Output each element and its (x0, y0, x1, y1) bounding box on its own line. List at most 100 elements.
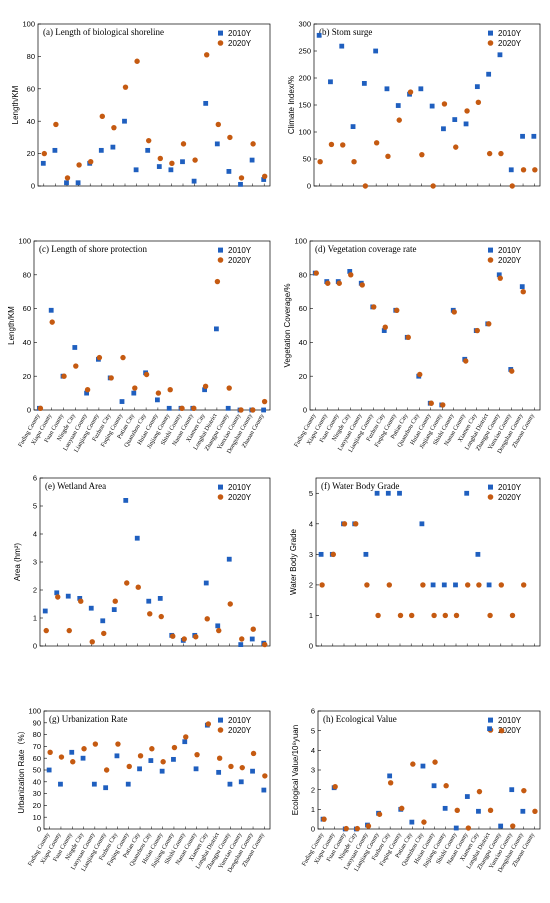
data-point-2020 (386, 582, 392, 588)
data-point-2020 (453, 144, 459, 150)
data-point-2020 (475, 99, 482, 106)
data-point-2010 (381, 328, 387, 333)
y-tick-label: 250 (298, 47, 311, 56)
data-point-2020 (325, 280, 331, 286)
data-point-2020 (238, 407, 244, 413)
data-point-2010 (249, 157, 255, 163)
data-point-2010 (464, 794, 470, 799)
data-point-2010 (328, 79, 333, 85)
y-tick-label: 40 (299, 338, 307, 347)
data-point-2010 (520, 133, 525, 139)
data-point-2010 (72, 345, 78, 350)
y-tick-label: 80 (299, 270, 307, 279)
data-point-2020 (396, 117, 402, 123)
data-point-2020 (454, 807, 460, 814)
data-point-2010 (58, 781, 63, 787)
data-point-2020 (250, 626, 256, 632)
data-point-2020 (215, 121, 221, 128)
y-tick-label: 0 (311, 825, 315, 834)
data-point-2020 (226, 385, 232, 391)
data-point-2020 (336, 280, 342, 286)
panel-title: (c) Length of shore protection (39, 244, 147, 254)
data-point-2020 (84, 387, 91, 393)
y-tick-label: 0 (27, 406, 31, 415)
data-point-2020 (78, 598, 84, 604)
data-point-2020 (216, 627, 222, 634)
data-point-2020 (498, 582, 504, 588)
data-point-2010 (182, 739, 188, 745)
data-point-2020 (108, 375, 114, 381)
y-tick-label: 90 (33, 718, 41, 727)
legend-label: 2010Y (498, 246, 522, 255)
y-tick-label: 200 (298, 74, 311, 83)
y-tick-label: 60 (299, 304, 307, 313)
data-point-2020 (509, 183, 515, 189)
data-point-2010 (339, 43, 345, 49)
data-point-2010 (519, 284, 525, 290)
data-point-2020 (486, 321, 492, 327)
data-point-2020 (465, 825, 472, 831)
panel-title: (h) Ecological Value (323, 714, 397, 724)
data-point-2020 (250, 750, 257, 757)
data-point-2010 (40, 160, 46, 166)
data-point-2010 (497, 52, 503, 58)
data-point-2020 (70, 759, 76, 765)
data-point-2010 (238, 181, 243, 187)
data-point-2010 (486, 71, 492, 77)
data-point-2010 (227, 781, 233, 787)
data-point-2010 (350, 124, 356, 129)
data-point-2020 (340, 142, 346, 148)
data-point-2020 (474, 327, 480, 334)
data-point-2010 (508, 167, 514, 173)
data-point-2020 (43, 627, 49, 634)
data-point-2020 (170, 633, 176, 639)
data-point-2020 (179, 405, 185, 412)
data-point-2010 (387, 773, 393, 779)
y-tick-label: 60 (23, 304, 31, 313)
y-axis-label: Climate Index/% (287, 76, 296, 134)
data-point-2010 (119, 399, 125, 404)
data-point-2010 (463, 121, 469, 127)
legend-marker-2020 (217, 494, 224, 500)
data-point-2020 (365, 823, 372, 829)
data-point-2020 (122, 84, 129, 90)
y-tick-label: 3 (311, 766, 315, 775)
data-point-2010 (261, 407, 266, 413)
y-tick-label: 0 (31, 182, 35, 191)
legend-marker-2020 (217, 40, 224, 46)
data-point-2010 (397, 490, 402, 496)
y-tick-label: 150 (298, 101, 311, 110)
data-point-2020 (359, 282, 365, 288)
data-point-2010 (498, 823, 504, 829)
data-point-2020 (385, 153, 391, 159)
y-tick-label: 300 (298, 20, 311, 29)
legend-label: 2020Y (228, 726, 252, 735)
y-tick-label: 5 (33, 502, 37, 511)
data-point-2020 (521, 582, 527, 588)
data-point-2010 (122, 118, 127, 124)
legend-label: 2010Y (498, 29, 522, 38)
data-point-2010 (486, 582, 492, 588)
data-point-2020 (167, 387, 173, 393)
data-point-2020 (134, 58, 140, 64)
data-point-2020 (443, 783, 449, 789)
data-point-2020 (509, 368, 515, 374)
y-tick-label: 40 (23, 338, 31, 347)
data-point-2020 (382, 324, 388, 330)
data-point-2020 (313, 270, 319, 276)
data-point-2020 (521, 787, 527, 794)
y-tick-label: 100 (18, 237, 31, 246)
data-point-2010 (385, 490, 391, 496)
data-point-2020 (409, 612, 415, 619)
data-point-2010 (373, 48, 379, 54)
y-tick-label: 5 (309, 489, 313, 498)
data-point-2010 (374, 490, 380, 496)
data-point-2020 (397, 612, 404, 619)
data-point-2020 (96, 354, 103, 361)
data-point-2020 (453, 612, 460, 619)
data-point-2010 (133, 167, 139, 173)
data-point-2010 (347, 269, 353, 274)
data-point-2010 (418, 86, 424, 92)
data-point-2020 (351, 159, 357, 165)
